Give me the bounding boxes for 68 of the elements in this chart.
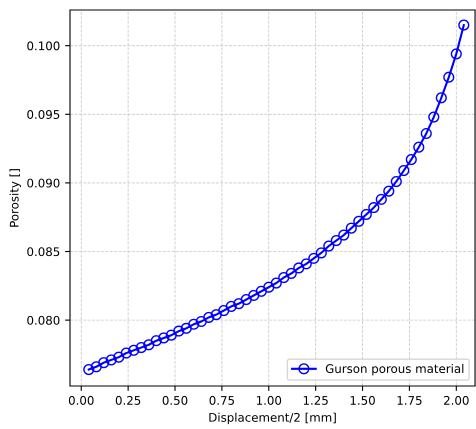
point bbox=[300, 258, 312, 270]
point bbox=[368, 202, 380, 214]
point bbox=[240, 294, 252, 306]
y-tick-label: 0.090 bbox=[27, 178, 60, 188]
x-tick-label: 0.25 bbox=[116, 396, 140, 405]
point bbox=[376, 194, 387, 205]
point bbox=[226, 300, 237, 312]
point bbox=[136, 342, 147, 354]
point bbox=[143, 339, 154, 350]
point bbox=[293, 262, 304, 274]
point bbox=[360, 208, 372, 220]
point bbox=[196, 316, 207, 328]
point bbox=[323, 240, 334, 252]
point bbox=[458, 20, 470, 31]
point bbox=[203, 312, 214, 323]
point bbox=[346, 222, 357, 234]
point bbox=[406, 154, 417, 166]
point bbox=[383, 186, 394, 197]
x-tick-label: 1.50 bbox=[350, 396, 375, 405]
point bbox=[450, 48, 462, 60]
y-tick-label: 0.100 bbox=[27, 41, 60, 50]
point bbox=[248, 290, 260, 301]
point bbox=[158, 332, 170, 344]
point bbox=[398, 165, 410, 176]
point bbox=[286, 268, 297, 280]
point bbox=[98, 357, 110, 368]
point bbox=[316, 247, 327, 258]
point bbox=[420, 128, 432, 140]
x-tick-label: 0.75 bbox=[210, 396, 234, 405]
x-axis-title: Displacement/2 [mm] bbox=[209, 412, 336, 424]
point bbox=[113, 352, 124, 363]
point bbox=[90, 361, 102, 372]
y-axis-title: Porosity [] bbox=[10, 169, 21, 227]
point bbox=[263, 282, 274, 293]
point bbox=[338, 229, 350, 241]
x-tick-label: 1.25 bbox=[304, 396, 328, 405]
point bbox=[428, 111, 440, 123]
x-tick-label: 1.75 bbox=[398, 396, 422, 405]
point bbox=[233, 298, 244, 310]
x-tick-label: 0.00 bbox=[68, 396, 94, 405]
point bbox=[436, 92, 447, 104]
y-tick-label: 0.080 bbox=[27, 316, 60, 325]
point bbox=[180, 322, 192, 334]
x-tick-label: 2.00 bbox=[444, 396, 469, 405]
y-tick-label: 0.095 bbox=[27, 110, 60, 119]
point bbox=[128, 344, 140, 356]
point bbox=[188, 318, 200, 330]
legend-label: Gurson porous material bbox=[326, 364, 464, 376]
y-tick-label: 0.085 bbox=[27, 247, 60, 256]
x-tick-label: 1.00 bbox=[256, 396, 282, 405]
point bbox=[166, 330, 177, 341]
point bbox=[83, 364, 94, 376]
point bbox=[443, 72, 454, 83]
point bbox=[106, 354, 117, 366]
point bbox=[390, 176, 402, 188]
point bbox=[210, 309, 222, 320]
point bbox=[278, 272, 290, 284]
point bbox=[150, 335, 162, 346]
point bbox=[353, 216, 364, 227]
point bbox=[256, 286, 267, 297]
point bbox=[308, 252, 320, 264]
point bbox=[173, 326, 184, 337]
point bbox=[120, 348, 132, 359]
point bbox=[218, 304, 230, 316]
point bbox=[413, 142, 424, 153]
point bbox=[330, 234, 342, 246]
point bbox=[270, 278, 282, 289]
x-tick-label: 0.50 bbox=[162, 396, 188, 405]
